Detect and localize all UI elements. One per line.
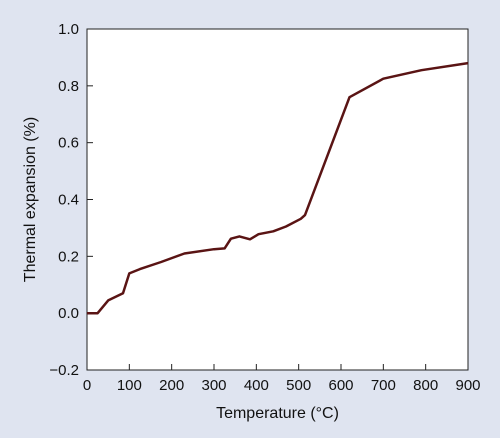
- x-axis-title: Temperature (°C): [216, 405, 339, 422]
- y-axis-title: Thermal expansion (%): [22, 117, 39, 282]
- x-tick-label: 100: [117, 377, 142, 394]
- x-tick-label: 800: [413, 377, 438, 394]
- x-tick-label: 300: [201, 377, 226, 394]
- plot-area: [86, 28, 469, 371]
- y-tick-label: 0.0: [58, 305, 79, 322]
- x-tick-label: 400: [244, 377, 269, 394]
- y-tick-label: −0.2: [49, 362, 79, 379]
- y-tick-label: 0.8: [58, 78, 79, 95]
- series-line: [87, 61, 469, 315]
- x-tick-label: 700: [371, 377, 396, 394]
- y-tick-label: 0.6: [58, 135, 79, 152]
- x-tick-label: 200: [159, 377, 184, 394]
- tick-labels: 0 100 200 300 400 500 600 700 800 900 −0.2 0.0 0.2 0.…: [49, 21, 480, 394]
- x-tick-label: 900: [455, 377, 480, 394]
- y-tick-label: 0.2: [58, 248, 79, 265]
- y-tick-label: 1.0: [58, 21, 79, 38]
- x-tick-label: 0: [83, 377, 91, 394]
- x-tick-label: 600: [328, 377, 353, 394]
- x-tick-label: 500: [286, 377, 311, 394]
- y-tick-label: 0.4: [58, 192, 79, 209]
